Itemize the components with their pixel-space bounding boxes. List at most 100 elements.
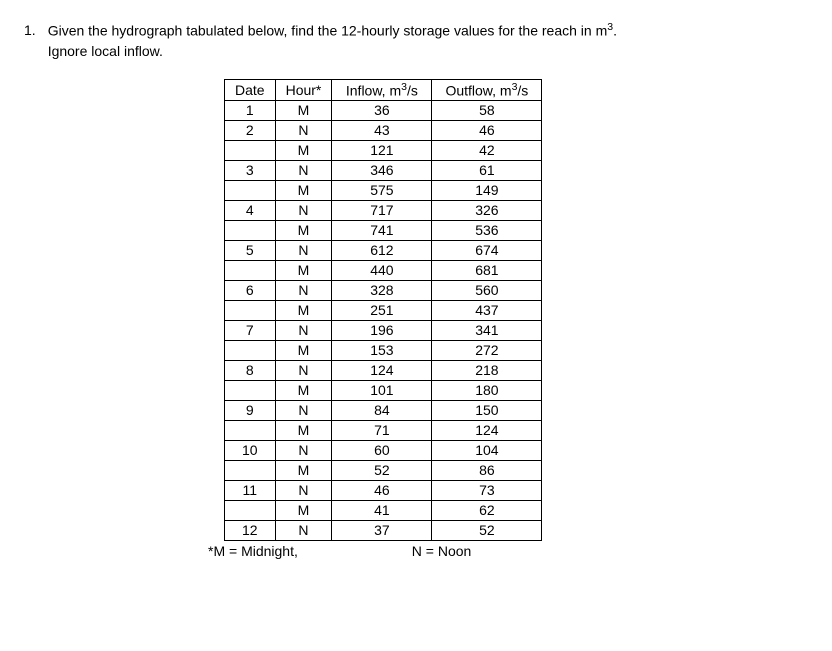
hydrograph-table: Date Hour* Inflow, m3/s Outflow, m3/s 1M… — [224, 79, 542, 541]
cell-hour: N — [275, 320, 332, 340]
cell-date — [225, 300, 276, 320]
cell-outflow: 42 — [432, 140, 542, 160]
cell-date: 2 — [225, 120, 276, 140]
cell-outflow: 536 — [432, 220, 542, 240]
question-line2: Ignore local inflow. — [48, 43, 163, 59]
cell-inflow: 43 — [332, 120, 432, 140]
header-hour: Hour* — [275, 80, 332, 101]
cell-outflow: 272 — [432, 340, 542, 360]
table-row: 8N124218 — [225, 360, 542, 380]
cell-outflow: 560 — [432, 280, 542, 300]
header-outflow: Outflow, m3/s — [432, 80, 542, 101]
cell-outflow: 124 — [432, 420, 542, 440]
cell-outflow: 61 — [432, 160, 542, 180]
cell-outflow: 681 — [432, 260, 542, 280]
cell-date — [225, 420, 276, 440]
table-row: M440681 — [225, 260, 542, 280]
cell-date: 3 — [225, 160, 276, 180]
cell-date: 5 — [225, 240, 276, 260]
cell-outflow: 52 — [432, 520, 542, 540]
cell-hour: N — [275, 360, 332, 380]
cell-inflow: 46 — [332, 480, 432, 500]
table-row: 5N612674 — [225, 240, 542, 260]
cell-date: 1 — [225, 100, 276, 120]
cell-date: 11 — [225, 480, 276, 500]
cell-inflow: 36 — [332, 100, 432, 120]
cell-date — [225, 140, 276, 160]
header-date: Date — [225, 80, 276, 101]
cell-date — [225, 260, 276, 280]
cell-hour: N — [275, 520, 332, 540]
cell-hour: M — [275, 220, 332, 240]
table-header-row: Date Hour* Inflow, m3/s Outflow, m3/s — [225, 80, 542, 101]
footnote-noon: N = Noon — [412, 543, 472, 559]
table-row: M12142 — [225, 140, 542, 160]
cell-outflow: 104 — [432, 440, 542, 460]
header-inflow-post: /s — [407, 83, 418, 99]
question-line1: Given the hydrograph tabulated below, fi… — [48, 23, 608, 39]
cell-outflow: 326 — [432, 200, 542, 220]
table-row: M153272 — [225, 340, 542, 360]
cell-inflow: 41 — [332, 500, 432, 520]
cell-date — [225, 380, 276, 400]
table-row: M101180 — [225, 380, 542, 400]
table-row: 10N60104 — [225, 440, 542, 460]
header-inflow: Inflow, m3/s — [332, 80, 432, 101]
question-number: 1. — [24, 20, 36, 61]
cell-hour: M — [275, 500, 332, 520]
cell-date: 6 — [225, 280, 276, 300]
cell-hour: M — [275, 100, 332, 120]
table-row: 1M3658 — [225, 100, 542, 120]
cell-inflow: 196 — [332, 320, 432, 340]
cell-inflow: 84 — [332, 400, 432, 420]
cell-hour: N — [275, 440, 332, 460]
table-row: 12N3752 — [225, 520, 542, 540]
cell-inflow: 328 — [332, 280, 432, 300]
cell-inflow: 575 — [332, 180, 432, 200]
table-row: 6N328560 — [225, 280, 542, 300]
table-row: 7N196341 — [225, 320, 542, 340]
cell-outflow: 86 — [432, 460, 542, 480]
cell-outflow: 150 — [432, 400, 542, 420]
cell-outflow: 218 — [432, 360, 542, 380]
cell-outflow: 437 — [432, 300, 542, 320]
header-outflow-pre: Outflow, m — [445, 83, 511, 99]
question-line1-end: . — [613, 23, 617, 39]
cell-date — [225, 460, 276, 480]
table-row: 3N34661 — [225, 160, 542, 180]
cell-hour: N — [275, 480, 332, 500]
table-row: 9N84150 — [225, 400, 542, 420]
table-row: 2N4346 — [225, 120, 542, 140]
cell-outflow: 62 — [432, 500, 542, 520]
cell-inflow: 346 — [332, 160, 432, 180]
cell-outflow: 46 — [432, 120, 542, 140]
cell-inflow: 251 — [332, 300, 432, 320]
table-row: M71124 — [225, 420, 542, 440]
cell-outflow: 341 — [432, 320, 542, 340]
cell-date: 8 — [225, 360, 276, 380]
cell-hour: M — [275, 380, 332, 400]
cell-hour: M — [275, 340, 332, 360]
cell-inflow: 101 — [332, 380, 432, 400]
footnote-midnight: *M = Midnight, — [208, 543, 298, 559]
cell-hour: M — [275, 140, 332, 160]
table-row: M4162 — [225, 500, 542, 520]
cell-hour: N — [275, 160, 332, 180]
cell-hour: M — [275, 180, 332, 200]
table-row: 11N4673 — [225, 480, 542, 500]
cell-hour: M — [275, 420, 332, 440]
cell-date: 10 — [225, 440, 276, 460]
footnote: *M = Midnight, N = Noon — [208, 543, 808, 559]
header-outflow-post: /s — [517, 83, 528, 99]
table-row: M5286 — [225, 460, 542, 480]
cell-hour: M — [275, 300, 332, 320]
cell-inflow: 153 — [332, 340, 432, 360]
cell-hour: M — [275, 460, 332, 480]
question-block: 1. Given the hydrograph tabulated below,… — [24, 20, 808, 61]
question-text: Given the hydrograph tabulated below, fi… — [48, 20, 808, 61]
cell-outflow: 73 — [432, 480, 542, 500]
cell-outflow: 149 — [432, 180, 542, 200]
cell-inflow: 124 — [332, 360, 432, 380]
header-inflow-pre: Inflow, m — [346, 83, 401, 99]
cell-inflow: 612 — [332, 240, 432, 260]
